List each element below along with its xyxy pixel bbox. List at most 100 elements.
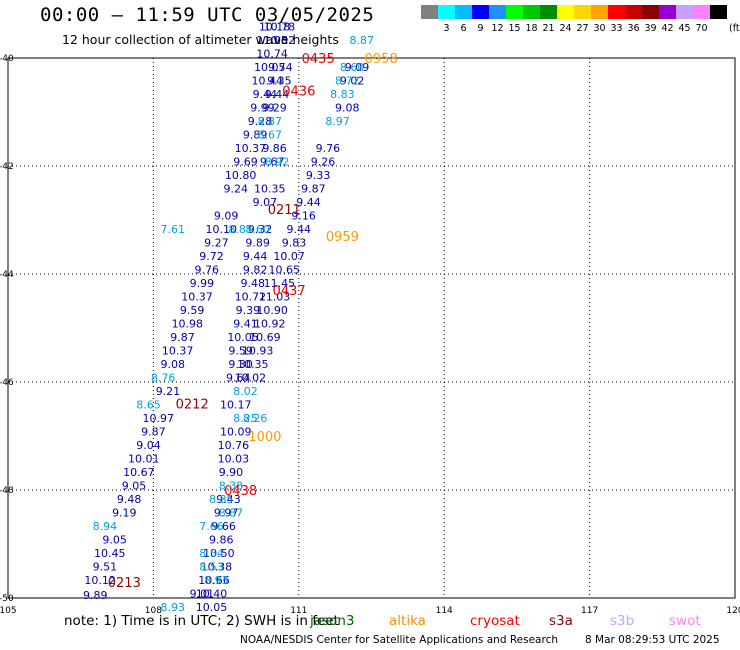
wave-height-label-0-39: 10.32 xyxy=(264,34,296,47)
wave-height-label-0-92: 9.26 xyxy=(311,156,336,169)
legend-label-6: 18 xyxy=(525,23,538,34)
wave-height-label-0-83: 11.45 xyxy=(264,277,296,290)
legend-label-4: 12 xyxy=(491,23,504,34)
wave-height-label-1-0: 8.94 xyxy=(93,520,118,533)
wave-height-label-0-26: 9.24 xyxy=(224,183,249,196)
y-tick-label-2: -44 xyxy=(0,270,14,280)
legend-label-9: 27 xyxy=(576,23,589,34)
legend-swatch-3 xyxy=(472,5,489,19)
wave-height-label-0-73: 9.01 xyxy=(190,588,215,601)
wave-height-label-0-61: 10.17 xyxy=(220,399,252,412)
legend-swatch-10 xyxy=(591,5,608,19)
wave-height-label-0-58: 9.59 xyxy=(228,345,253,358)
wave-height-label-1-20: 8.97 xyxy=(325,115,350,128)
wave-height-label-0-88: 9.16 xyxy=(291,210,316,223)
legend-label-5: 15 xyxy=(508,23,521,34)
legend-label-8: 24 xyxy=(559,23,572,34)
footer-note: note: 1) Time is in UTC; 2) SWH is in fe… xyxy=(64,613,339,629)
wave-height-label-0-38: 10.18 xyxy=(259,21,291,34)
wave-height-label-0-72: 10.66 xyxy=(198,574,230,587)
wave-height-label-0-7: 9.05 xyxy=(122,480,147,493)
legend-swatch-0 xyxy=(421,5,438,19)
time-label-0959: 0959 xyxy=(326,230,359,245)
wave-height-label-0-71: 10.38 xyxy=(201,561,233,574)
legend-unit: (ft) xyxy=(729,23,740,34)
legend-swatch-5 xyxy=(506,5,523,19)
wave-height-label-0-52: 9.82 xyxy=(243,264,268,277)
wave-height-label-0-65: 9.90 xyxy=(219,466,244,479)
wave-height-points: 9.8910.129.5110.459.059.199.489.0510.671… xyxy=(83,21,375,614)
wave-height-label-0-46: 9.67 xyxy=(260,156,285,169)
legend-label-2: 6 xyxy=(460,23,467,34)
legend-swatch-15 xyxy=(676,5,693,19)
wave-height-label-1-13: 8.02 xyxy=(233,385,258,398)
wave-height-label-0-59: 9.30 xyxy=(228,358,253,371)
wave-height-label-1-3: 7.61 xyxy=(161,223,186,236)
wave-height-label-0-8: 10.67 xyxy=(123,466,155,479)
wave-height-label-0-75: 10.05 xyxy=(196,601,228,614)
plot-frame xyxy=(7,57,736,599)
legend-swatch-8 xyxy=(557,5,574,19)
wave-height-label-0-80: 10.92 xyxy=(254,318,286,331)
wave-height-label-0-13: 9.21 xyxy=(156,385,181,398)
x-tick-label-3: 114 xyxy=(436,606,453,616)
wave-height-label-0-69: 9.86 xyxy=(209,534,234,547)
wave-height-label-1-24: 8.87 xyxy=(350,34,375,47)
wave-height-label-0-79: 10.69 xyxy=(249,331,281,344)
time-label-0211: 0211 xyxy=(268,203,301,218)
wave-height-label-0-43: 9.44 xyxy=(265,88,290,101)
wave-height-label-0-78: 10.93 xyxy=(242,345,274,358)
satellite-s3a: s3a xyxy=(549,613,573,629)
wave-height-label-0-82: 11.03 xyxy=(259,291,291,304)
wave-height-label-0-28: 9.69 xyxy=(233,156,258,169)
wave-height-label-0-27: 10.80 xyxy=(225,169,257,182)
wave-height-label-0-70: 10.50 xyxy=(203,547,235,560)
time-label-0212: 0212 xyxy=(176,398,209,413)
wave-height-label-0-37: 11.05 xyxy=(256,34,288,47)
wave-height-label-0-45: 9.86 xyxy=(262,142,287,155)
wave-height-label-1-14: 8.26 xyxy=(243,412,268,425)
wave-height-label-0-11: 9.87 xyxy=(141,426,166,439)
wave-height-label-0-63: 10.76 xyxy=(218,439,250,452)
wave-height-label-1-17: 8.67 xyxy=(257,129,282,142)
legend-swatch-7 xyxy=(540,5,557,19)
legend-swatch-12 xyxy=(625,5,642,19)
wave-height-label-1-23: 8.60 xyxy=(340,61,365,74)
axis-tick-labels: 105 108 111 114 117 120 -40 -42 -44 -46 -48 -50 xyxy=(0,54,740,616)
wave-height-label-1-12: 8.25 xyxy=(233,412,258,425)
credit-line: NOAA/NESDIS Center for Satellite Applica… xyxy=(240,634,558,646)
y-tick-label-3: -46 xyxy=(0,378,14,388)
legend-swatch-1 xyxy=(438,5,455,19)
wave-height-label-0-32: 9.99 xyxy=(250,102,275,115)
wave-height-label-0-90: 9.87 xyxy=(301,183,326,196)
wave-height-label-0-22: 9.72 xyxy=(199,250,224,263)
wave-height-label-1-18: 8.87 xyxy=(257,115,282,128)
wave-height-label-0-2: 9.51 xyxy=(93,561,118,574)
wave-height-label-0-91: 9.33 xyxy=(306,169,331,182)
wave-height-label-1-21: 8.83 xyxy=(330,88,355,101)
wave-height-label-0-16: 9.87 xyxy=(170,331,195,344)
plot-grid xyxy=(7,57,736,599)
wave-height-label-0-93: 9.76 xyxy=(316,142,341,155)
wave-height-label-0-62: 10.09 xyxy=(220,426,252,439)
wave-height-label-0-29: 10.37 xyxy=(235,142,267,155)
legend-label-3: 9 xyxy=(477,23,484,34)
wave-height-label-0-67: 9.97 xyxy=(214,507,239,520)
wave-height-label-1-16: 8.60 xyxy=(245,223,270,236)
time-label-0438: 0438 xyxy=(224,484,257,499)
wave-height-label-0-41: 9.74 xyxy=(268,61,293,74)
y-tick-label-4: -48 xyxy=(0,486,14,496)
page-subtitle: 12 hour collection of altimeter wave hei… xyxy=(62,32,339,47)
wave-height-label-0-49: 9.32 xyxy=(248,223,273,236)
wave-height-label-0-87: 9.44 xyxy=(287,223,312,236)
generated-timestamp: 8 Mar 08:29:53 UTC 2025 xyxy=(585,634,720,646)
wave-height-label-0-81: 10.90 xyxy=(256,304,288,317)
legend-label-15: 45 xyxy=(678,23,691,34)
wave-height-label-0-44: 9.29 xyxy=(262,102,287,115)
legend-swatch-13 xyxy=(642,5,659,19)
wave-height-label-0-1: 10.12 xyxy=(84,574,116,587)
wave-height-label-0-64: 10.03 xyxy=(218,453,250,466)
y-tick-label-1: -42 xyxy=(0,162,14,172)
wave-height-label-0-89: 9.44 xyxy=(296,196,321,209)
wave-height-label-0-54: 10.72 xyxy=(235,291,267,304)
